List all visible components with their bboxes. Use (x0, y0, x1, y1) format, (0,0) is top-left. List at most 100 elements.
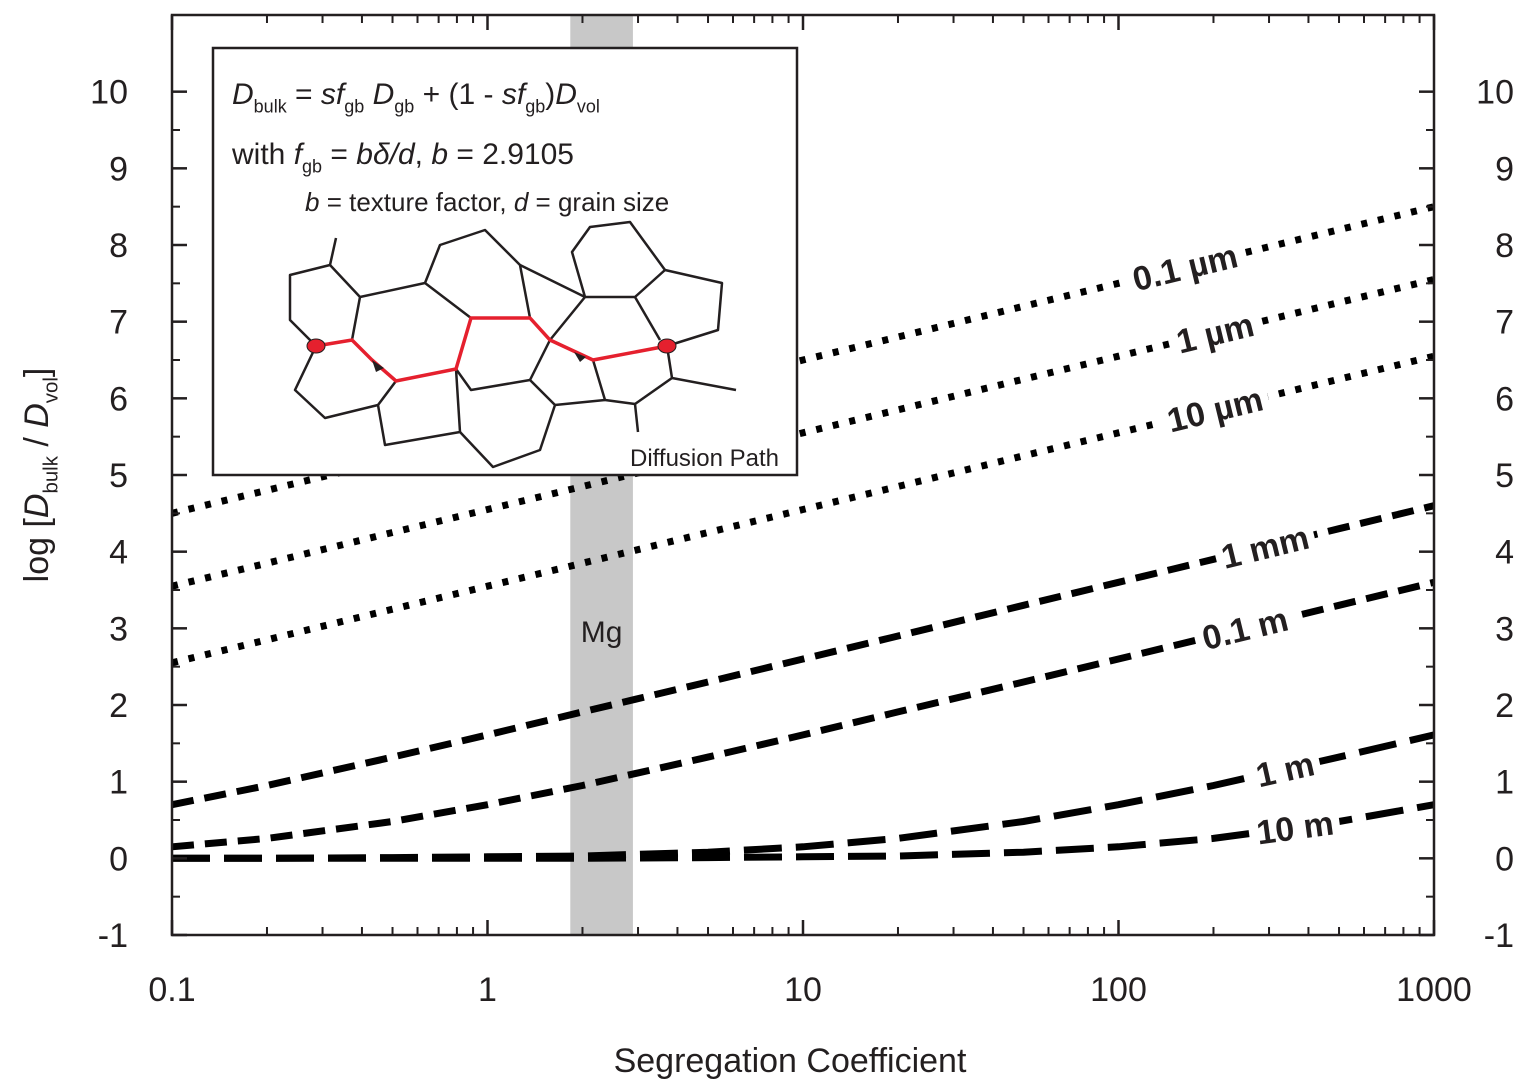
grain (376, 368, 462, 447)
y-tick-label-right: 9 (1495, 150, 1514, 188)
y-tick-label: 10 (90, 74, 128, 112)
curve-label-group: 1 µm (1166, 302, 1265, 365)
band-label: Mg (581, 616, 623, 649)
grain (328, 237, 338, 266)
curve-label: 1 µm (1173, 306, 1258, 361)
path-endpoint (306, 338, 326, 354)
curve-label-bg (1246, 742, 1325, 799)
inset-box (211, 46, 799, 477)
curve (172, 801, 1435, 862)
curve-label-group: 10 µm (1157, 377, 1274, 444)
text-segment: with (231, 138, 294, 171)
x-tick-label: 0.1 (148, 971, 195, 1009)
y-tick-label: 7 (109, 304, 128, 342)
text-segment: ] (18, 368, 56, 377)
y-tick-label-right: 4 (1495, 534, 1514, 572)
text-segment: bδ/d (356, 138, 416, 171)
text-segment: vol (41, 377, 63, 403)
x-tick-label: 10 (784, 971, 822, 1009)
arrowhead (372, 360, 384, 372)
diffusion-path (315, 316, 668, 383)
y-tick-label: 9 (109, 150, 128, 188)
curve-label-bg (1122, 233, 1248, 303)
y-tick-label-right: 8 (1495, 227, 1514, 265)
y-tick-label-right: 7 (1495, 304, 1514, 342)
curve-label: 1 m (1252, 745, 1318, 795)
curve-label-bg (1157, 377, 1274, 444)
y-axis-title: log [Dbulk / Dvol] (18, 368, 63, 583)
y-tick-label-right: 5 (1495, 457, 1514, 495)
text-segment: gb (344, 96, 364, 116)
text-segment: = (322, 138, 356, 171)
y-tick-label: 8 (109, 227, 128, 265)
curve-label-group: 0.1 m (1192, 597, 1299, 662)
y-tick-label: 5 (109, 457, 128, 495)
curve-label-bg (1192, 597, 1299, 662)
arrowhead (574, 352, 586, 362)
text-segment: f (294, 138, 305, 171)
x-tick-label: 1 (478, 971, 497, 1009)
text-segment: bulk (41, 455, 63, 493)
inset-equation: Dbulk = sfgb Dgb + (1 - sfgb)Dvol (232, 78, 600, 116)
y-tick-label: 0 (109, 840, 128, 878)
curve-label-group: 1 mm (1211, 515, 1320, 581)
text-segment: gb (302, 156, 322, 176)
grain (528, 339, 552, 381)
y-tick-label: 2 (109, 687, 128, 725)
curve-label-group: 0.1 µm (1122, 233, 1248, 303)
x-tick-label: 100 (1090, 971, 1147, 1009)
text-segment: = (287, 78, 321, 111)
text-segment: D (18, 403, 56, 428)
text-segment: = texture factor, (319, 187, 513, 217)
text-segment: = 2.9105 (448, 138, 574, 171)
y-tick-label-right: 10 (1476, 74, 1514, 112)
y-tick-label-right: 0 (1495, 840, 1514, 878)
grain (634, 376, 673, 406)
text-segment: d (514, 187, 530, 217)
curve (171, 502, 1435, 809)
y-tick-label: 1 (109, 764, 128, 802)
curve-label-bg (1166, 302, 1265, 365)
text-segment: + (1 - (414, 78, 502, 111)
x-axis-title: Segregation Coefficient (614, 1042, 967, 1080)
text-segment: = grain size (528, 187, 669, 217)
text-segment: b (431, 138, 448, 171)
y-tick-label: 3 (109, 610, 128, 648)
grain (591, 359, 640, 433)
grain (664, 268, 724, 348)
text-segment: vol (577, 96, 600, 116)
curve (172, 731, 1435, 862)
text-segment: , (415, 138, 432, 171)
text-segment: sf (321, 78, 347, 111)
text-segment: / (18, 428, 56, 456)
y-tick-label: 6 (109, 380, 128, 418)
grain (633, 296, 662, 341)
text-segment: b (305, 187, 319, 217)
y-tick-label: -1 (98, 917, 128, 955)
y-tick-label-right: -1 (1484, 917, 1514, 955)
y-tick-label: 4 (109, 534, 128, 572)
grain-diagram (288, 220, 737, 469)
y-tick-label-right: 2 (1495, 687, 1514, 725)
text-segment: D (232, 78, 254, 111)
grain (554, 398, 606, 407)
text-segment: D (555, 78, 577, 111)
text-segment: gb (525, 96, 545, 116)
text-segment: log [ (18, 518, 56, 583)
curve-label-group: 10 m (1247, 801, 1343, 856)
text-segment: D (364, 78, 394, 111)
curve-label: 0.1 µm (1129, 237, 1241, 299)
y-tick-label-right: 6 (1495, 380, 1514, 418)
grain (288, 263, 362, 347)
y-tick-label-right: 3 (1495, 610, 1514, 648)
text-segment: gb (394, 96, 414, 116)
text-segment: ) (545, 78, 555, 111)
text-segment: sf (502, 78, 528, 111)
diagram-label: Diffusion Path (630, 445, 779, 472)
curve-label-bg (1211, 515, 1320, 581)
inset-note: b = texture factor, d = grain size (305, 187, 669, 217)
grain (293, 345, 397, 420)
text-segment: bulk (254, 96, 288, 116)
curve-label-bg (1247, 801, 1343, 856)
